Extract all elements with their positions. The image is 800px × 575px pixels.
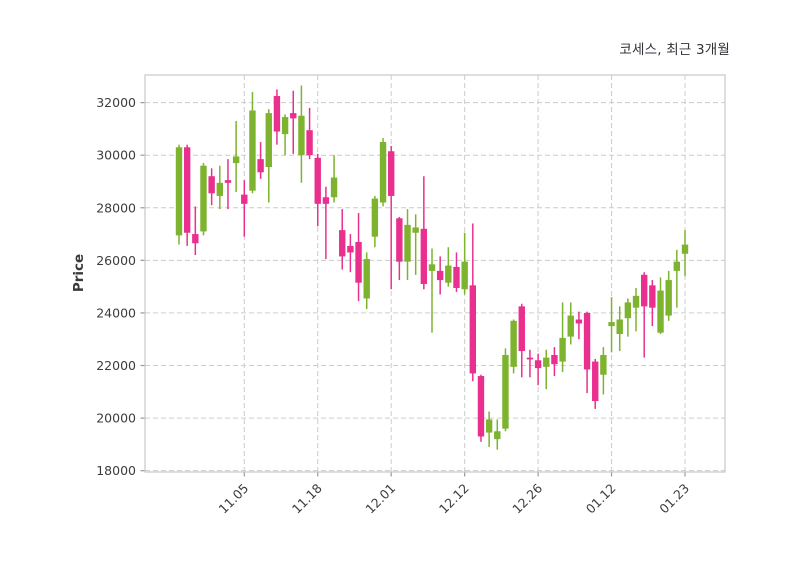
candle-up (543, 357, 550, 367)
candle-down (551, 355, 558, 365)
x-tick-label: 01.12 (583, 481, 619, 517)
candle-up (428, 264, 436, 271)
x-tick-label: 12.26 (509, 480, 545, 516)
candle-up (673, 261, 681, 271)
candle-up (200, 165, 207, 232)
x-tick-label: 11.18 (289, 480, 325, 516)
candle-up (175, 147, 183, 236)
x-tick-label: 01.23 (656, 481, 692, 517)
candle-up (494, 431, 501, 440)
y-tick-label: 22000 (96, 358, 136, 373)
candle-down (273, 96, 281, 132)
candle-up (600, 355, 607, 375)
candle-up (461, 261, 468, 290)
candle-up (665, 280, 672, 316)
candle-up (330, 177, 338, 198)
candle-down (322, 197, 330, 204)
candle-down (436, 270, 444, 281)
candle-down (583, 312, 591, 370)
candle-down (387, 151, 395, 196)
candle-down (640, 274, 648, 307)
candle-down (469, 285, 477, 374)
candle-down (314, 157, 321, 204)
candle-down (192, 234, 199, 244)
x-tick-label: 12.12 (436, 481, 472, 517)
candle-down (355, 241, 362, 283)
candle-down (241, 194, 248, 204)
candle-up (216, 182, 224, 196)
candle-up (624, 302, 632, 319)
candle-up (559, 337, 566, 362)
candle-down (420, 228, 428, 285)
candle-down (339, 230, 346, 257)
candle-down (257, 159, 264, 173)
y-tick-label: 28000 (96, 200, 136, 215)
candle-down (526, 357, 534, 360)
candle-up (371, 198, 379, 237)
candle-up (510, 320, 517, 367)
candle-down (347, 245, 354, 253)
candle-up (412, 227, 419, 233)
candle-down (649, 285, 656, 308)
candle-up (567, 315, 574, 337)
candle-up (232, 156, 240, 164)
candle-up (363, 259, 370, 299)
candle-up (616, 319, 623, 334)
candle-up (379, 142, 387, 203)
plot-border (144, 74, 726, 473)
x-tick-label: 12.01 (362, 481, 398, 517)
y-tick-label: 20000 (96, 411, 136, 426)
candle-up (404, 224, 411, 262)
y-tick-label: 30000 (96, 148, 136, 163)
candle-down (453, 266, 460, 288)
candle-up (265, 113, 272, 168)
candle-up (485, 419, 493, 433)
x-tick-label: 11.05 (215, 481, 251, 517)
y-axis-label: Price (71, 253, 87, 293)
chart-title: 코세스, 최근 3개월 (619, 42, 730, 58)
candle-down (518, 306, 525, 352)
candle-down (224, 180, 232, 183)
candle-up (608, 322, 615, 327)
candle-down (592, 361, 599, 402)
candle-up (681, 244, 689, 254)
candle-up (445, 265, 452, 283)
candle-down (208, 176, 215, 194)
candle-down (396, 218, 403, 262)
candle-down (575, 319, 583, 324)
candle-down (183, 147, 191, 233)
candle-down (534, 360, 542, 369)
y-tick-label: 32000 (96, 95, 136, 110)
candle-down (477, 376, 485, 437)
candle-up (281, 117, 289, 135)
candle-up (657, 290, 664, 333)
candle-up (632, 295, 640, 308)
candle-up (249, 110, 256, 191)
candle-up (502, 355, 509, 429)
candle-down (290, 113, 297, 119)
candle-down (306, 130, 313, 156)
candle-up (298, 115, 305, 156)
y-tick-label: 26000 (96, 253, 136, 268)
y-tick-label: 18000 (96, 463, 136, 478)
y-tick-label: 24000 (96, 305, 136, 320)
